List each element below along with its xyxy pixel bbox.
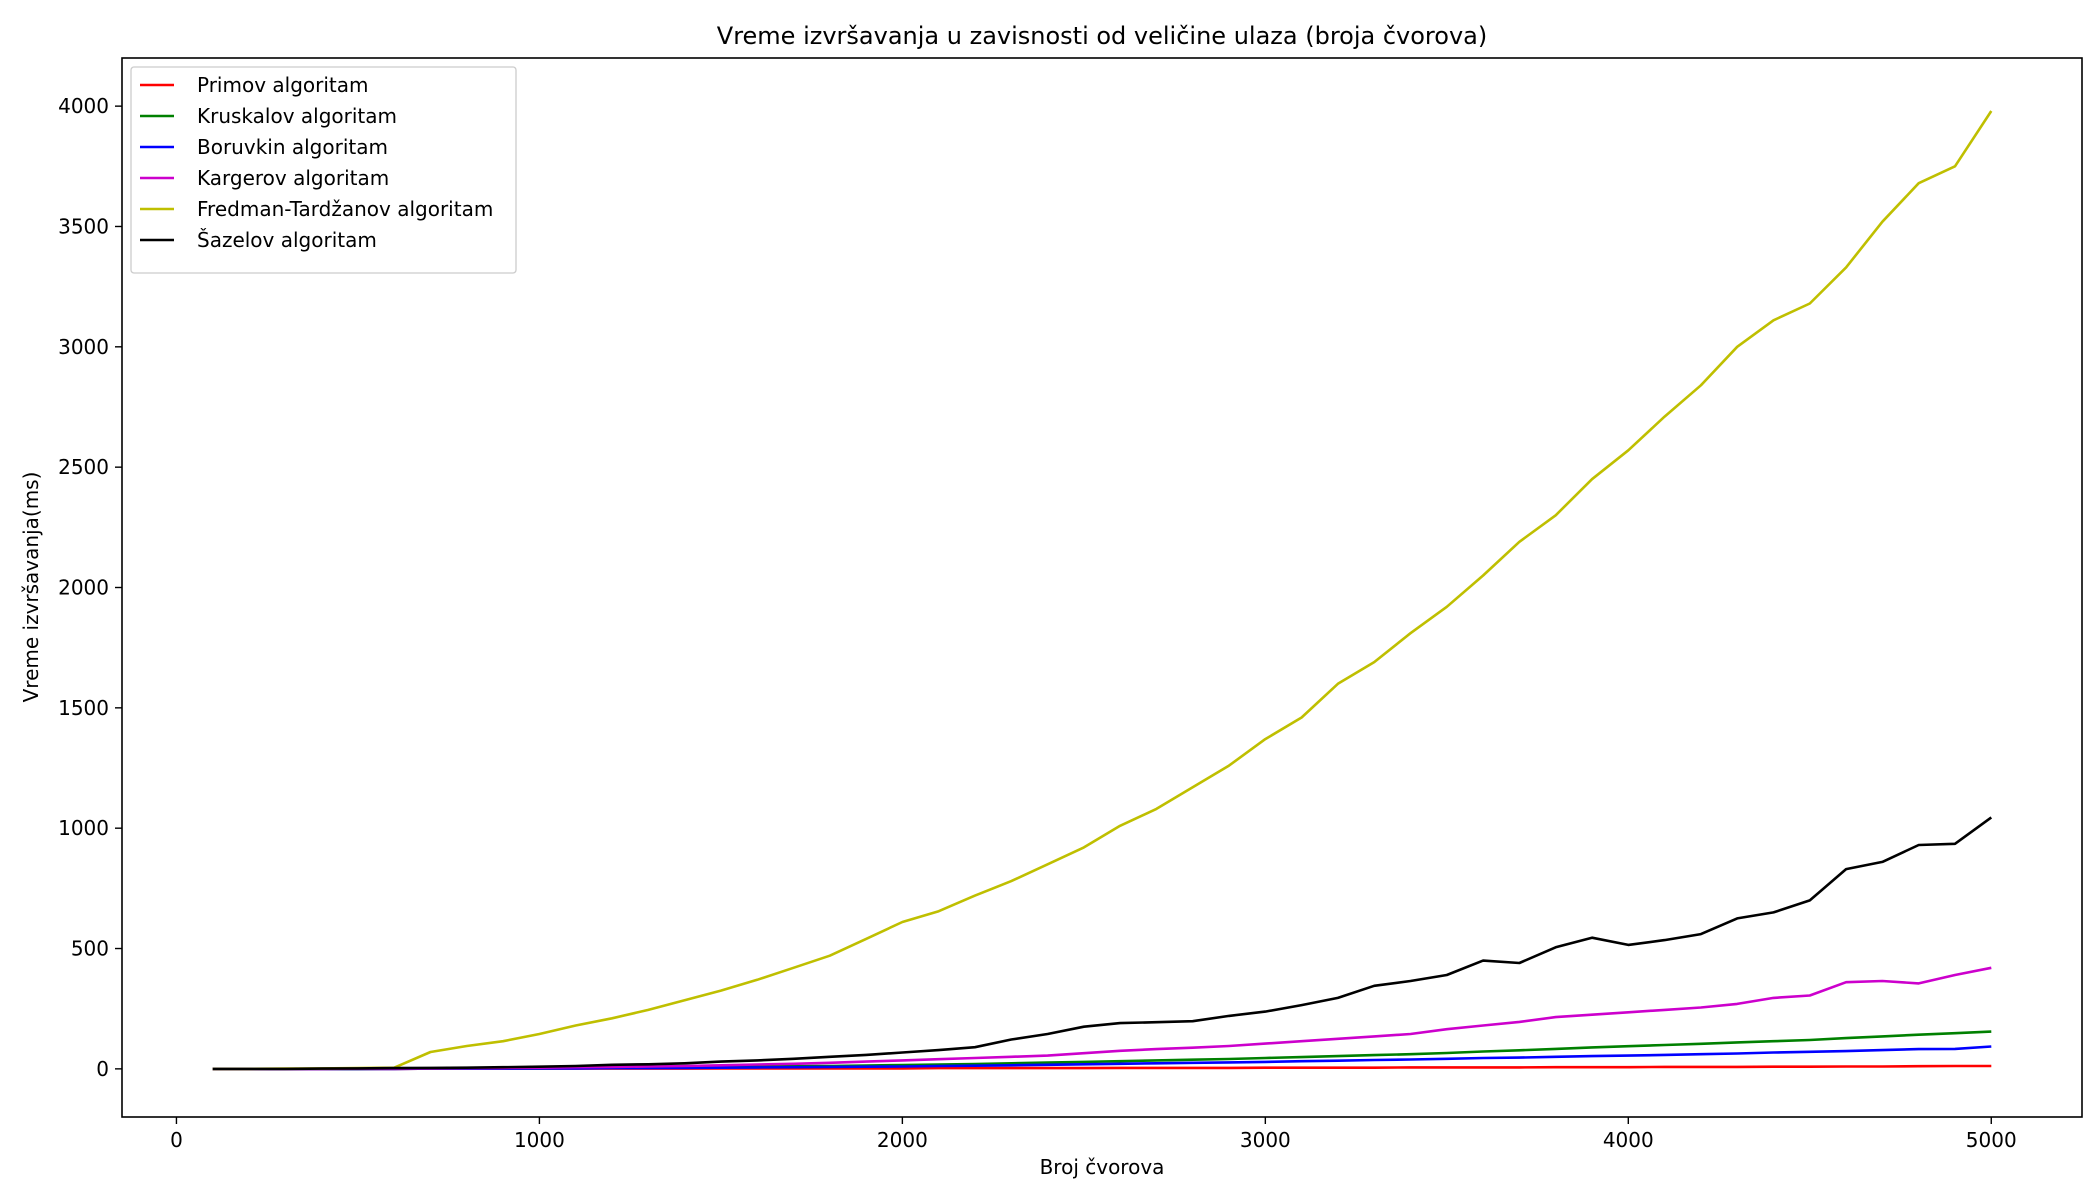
- y-tick-label: 3500: [58, 214, 109, 238]
- x-axis-label: Broj čvorova: [1040, 1155, 1165, 1179]
- y-tick-label: 2000: [58, 576, 109, 600]
- series-line-fredman-tardzanov-algoritam: [212, 110, 1993, 1071]
- legend-box: [130, 66, 517, 274]
- y-tick-label: 3000: [58, 335, 109, 359]
- y-tick-label: 4000: [58, 94, 109, 118]
- legend-label: Kargerov algoritam: [197, 166, 389, 190]
- y-axis-label: Vreme izvršavanja(ms): [19, 472, 43, 703]
- legend-label: Primov algoritam: [197, 73, 369, 97]
- chart-title: Vreme izvršavanja u zavisnosti od veliči…: [717, 22, 1487, 50]
- y-tick-label: 0: [96, 1057, 109, 1081]
- legend-label: Fredman-Tardžanov algoritam: [197, 197, 493, 221]
- legend-label: Kruskalov algoritam: [197, 104, 397, 128]
- x-tick-label: 0: [170, 1128, 183, 1152]
- x-tick-label: 2000: [877, 1128, 928, 1152]
- legend-label: Šazelov algoritam: [197, 228, 377, 252]
- y-tick-label: 2500: [58, 455, 109, 479]
- x-axis-ticks: 0 1000 2000 3000 4000 5000: [170, 1117, 2017, 1152]
- y-axis-ticks: 0 500 1000 1500 2000 2500 3000 3500 4000: [58, 94, 122, 1081]
- plot-area: [212, 110, 1993, 1071]
- x-tick-label: 5000: [1966, 1128, 2017, 1152]
- legend-label: Boruvkin algoritam: [197, 135, 388, 159]
- y-tick-label: 500: [71, 937, 109, 961]
- x-tick-label: 3000: [1240, 1128, 1291, 1152]
- series-line-sazelov-algoritam: [212, 816, 1993, 1071]
- x-tick-label: 1000: [514, 1128, 565, 1152]
- legend: Primov algoritam Kruskalov algoritam Boruv…: [130, 66, 517, 274]
- x-tick-label: 4000: [1603, 1128, 1654, 1152]
- y-tick-label: 1000: [58, 816, 109, 840]
- y-tick-label: 1500: [58, 696, 109, 720]
